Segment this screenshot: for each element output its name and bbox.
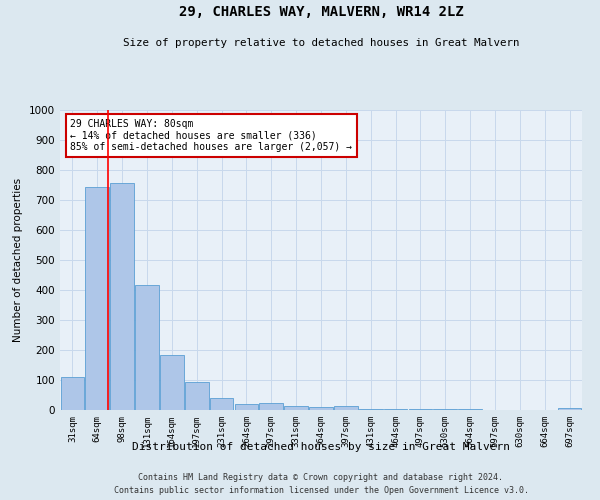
Bar [61,377,84,410]
Bar [210,398,233,410]
Bar [309,407,333,410]
Bar [433,409,457,410]
Bar [284,406,308,410]
Bar [85,186,109,410]
Bar [160,354,184,410]
Text: Contains HM Land Registry data © Crown copyright and database right 2024.: Contains HM Land Registry data © Crown c… [139,472,503,482]
Bar [334,406,358,410]
Bar [384,408,407,410]
Text: Distribution of detached houses by size in Great Malvern: Distribution of detached houses by size … [132,442,510,452]
Bar [409,409,432,410]
Text: 29 CHARLES WAY: 80sqm
← 14% of detached houses are smaller (336)
85% of semi-det: 29 CHARLES WAY: 80sqm ← 14% of detached … [70,119,352,152]
Bar [135,284,159,410]
Bar [110,182,134,410]
Text: 29, CHARLES WAY, MALVERN, WR14 2LZ: 29, CHARLES WAY, MALVERN, WR14 2LZ [179,5,463,19]
Text: Size of property relative to detached houses in Great Malvern: Size of property relative to detached ho… [123,38,519,48]
Bar [259,404,283,410]
Bar [185,382,209,410]
Y-axis label: Number of detached properties: Number of detached properties [13,178,23,342]
Bar [359,408,383,410]
Text: Contains public sector information licensed under the Open Government Licence v3: Contains public sector information licen… [113,486,529,495]
Bar [558,408,581,410]
Bar [235,404,258,410]
